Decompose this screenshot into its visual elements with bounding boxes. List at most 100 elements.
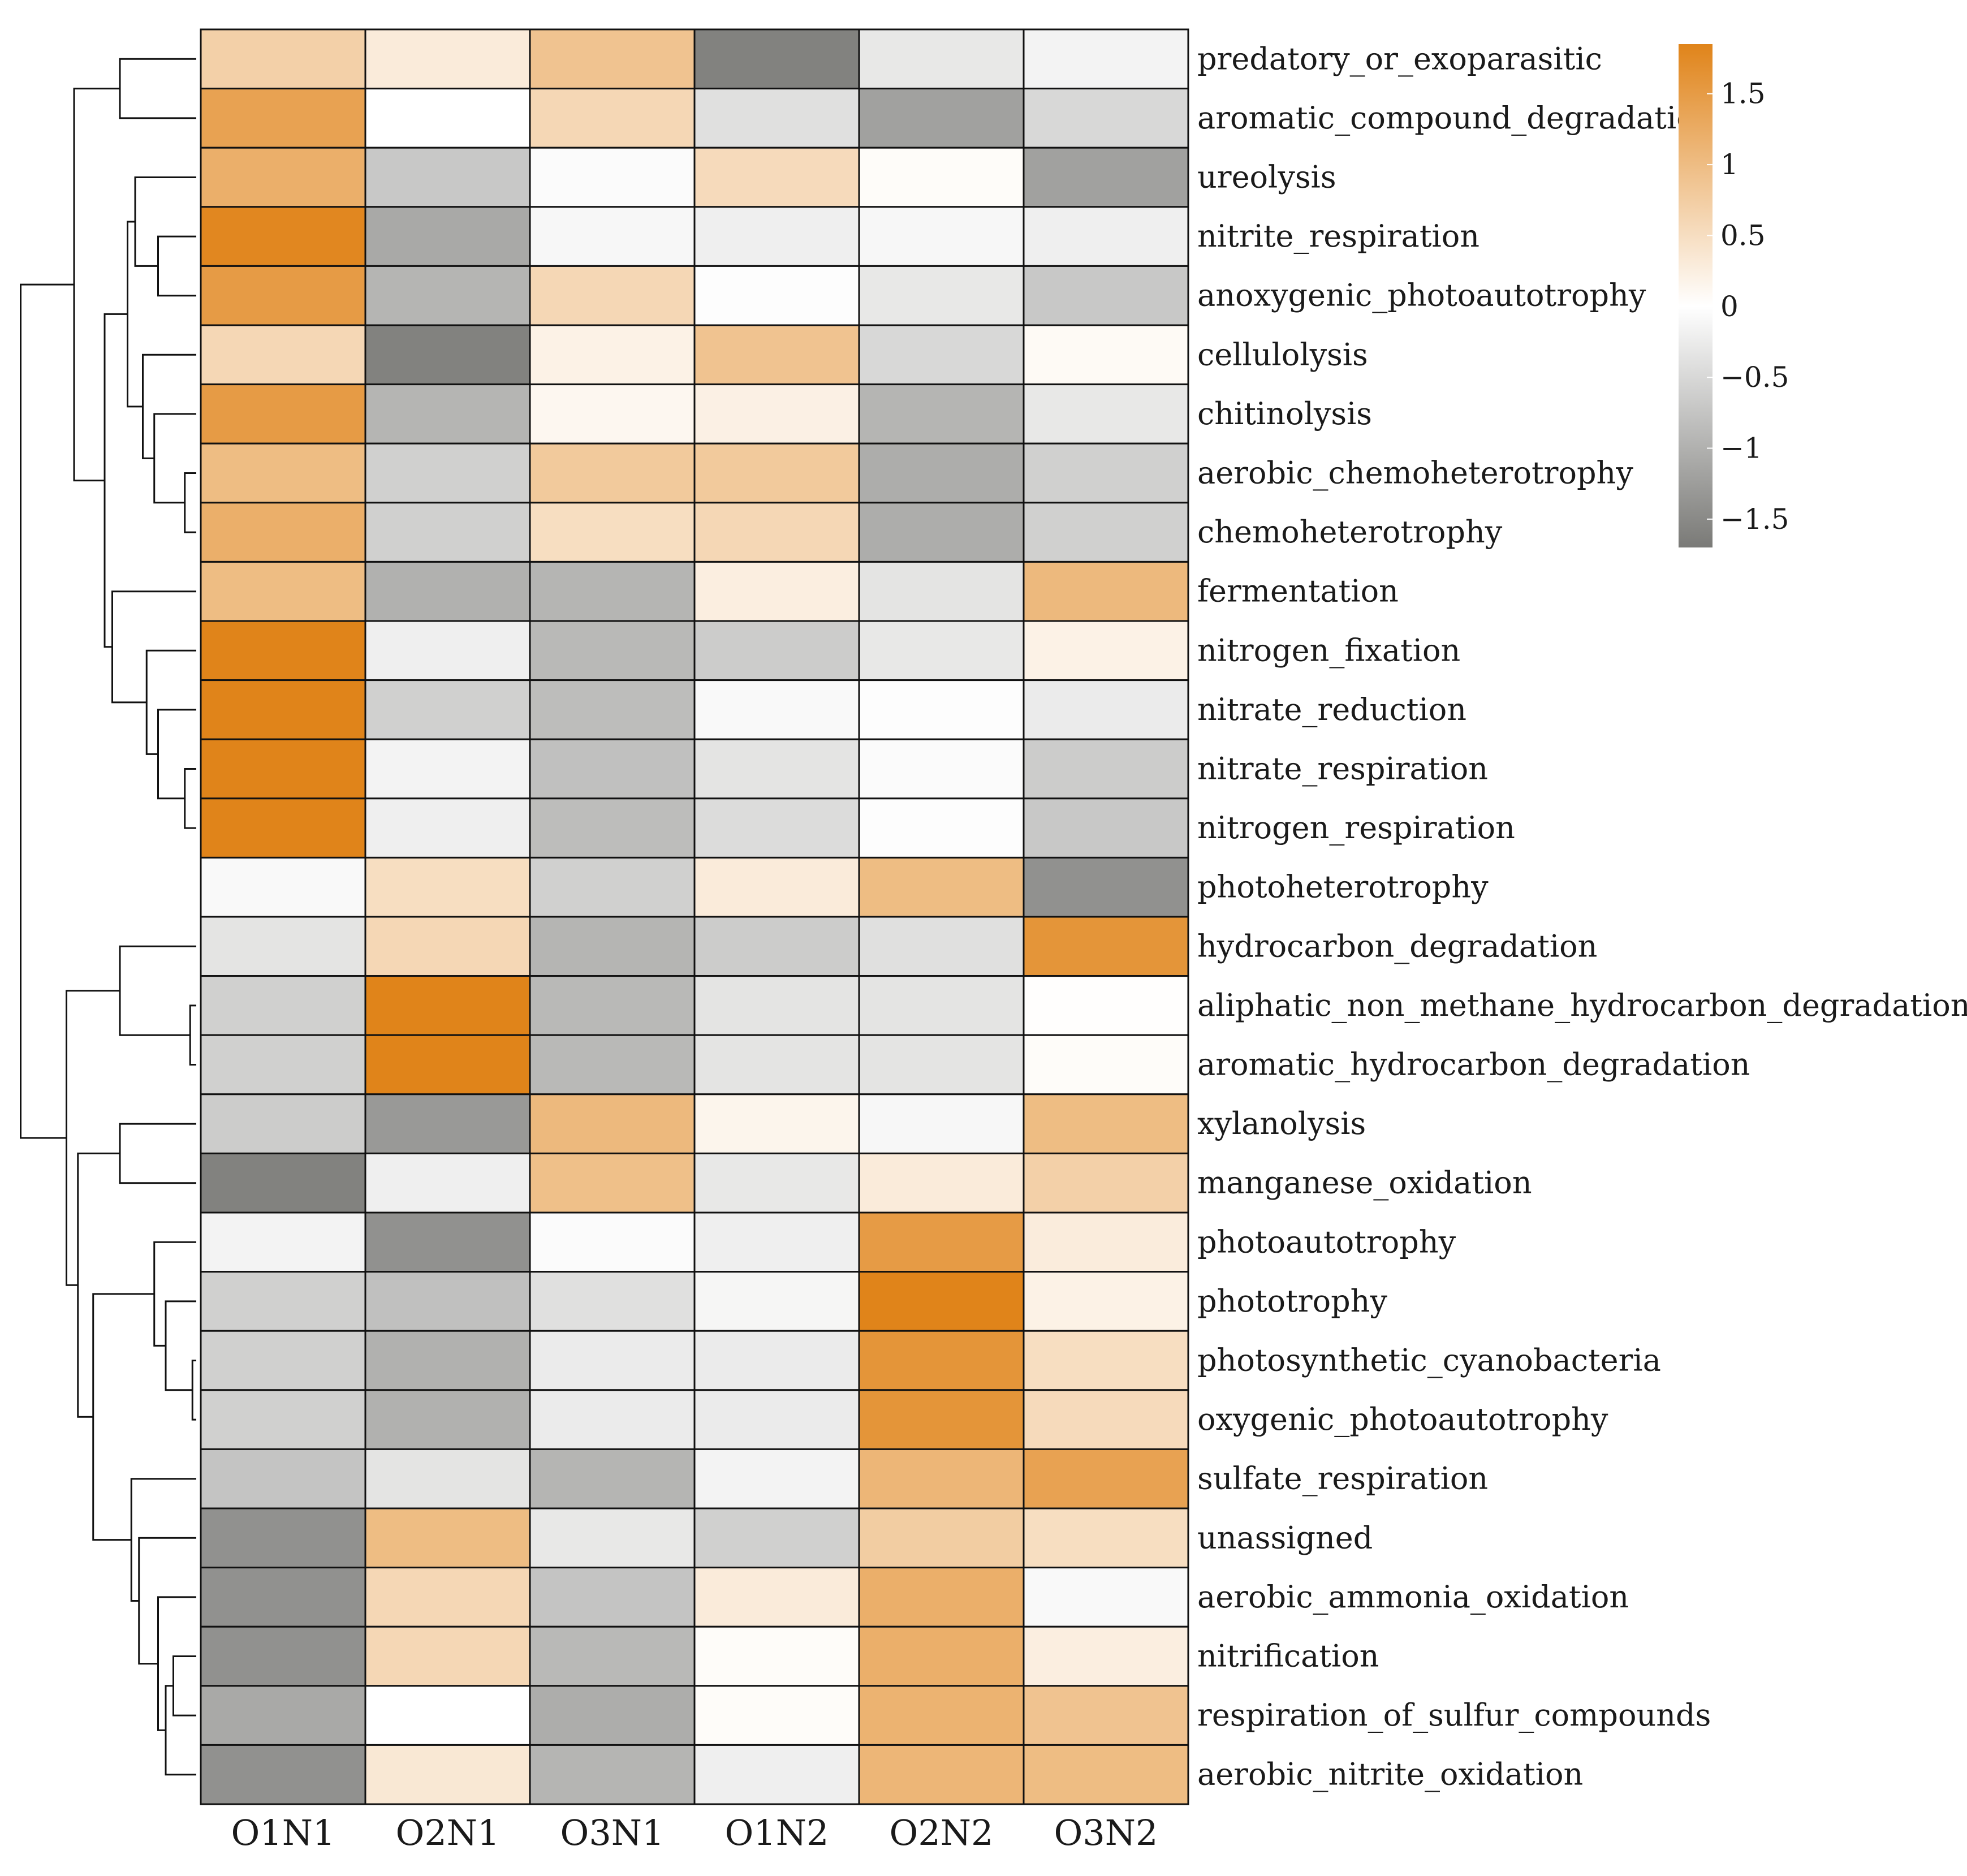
dendrogram-branch <box>111 590 196 704</box>
heatmap-cell <box>693 1152 860 1214</box>
heatmap-cell <box>529 679 696 740</box>
dendrogram-branch <box>92 1293 154 1541</box>
heatmap-cell <box>200 1152 366 1214</box>
heatmap-cell <box>858 560 1025 622</box>
dendrogram-branch <box>119 945 196 1036</box>
heatmap-cell <box>858 265 1025 326</box>
heatmap-cell <box>364 146 531 208</box>
colorbar-tick-label: 1 <box>1720 148 1739 181</box>
row-label: nitrogen_fixation <box>1197 632 1460 668</box>
heatmap-cell <box>529 28 696 90</box>
heatmap-cell <box>858 88 1025 149</box>
heatmap-cell <box>1023 975 1189 1036</box>
row-label: aerobic_ammonia_oxidation <box>1197 1579 1629 1615</box>
colorbar-tick-label: 1.5 <box>1720 77 1766 110</box>
heatmap-cell <box>364 88 531 149</box>
column-label: O3N2 <box>1054 1812 1158 1853</box>
heatmap-cell <box>529 1271 696 1332</box>
column-label: O1N2 <box>725 1812 829 1853</box>
heatmap-cell <box>1023 620 1189 682</box>
dendrogram-branch <box>157 1596 196 1731</box>
heatmap-cell <box>364 1448 531 1510</box>
heatmap-cell <box>364 1744 531 1805</box>
heatmap-cell <box>529 856 696 918</box>
dendrogram-branch <box>145 649 196 755</box>
row-label: nitrite_respiration <box>1197 218 1479 254</box>
heatmap-cell <box>1023 206 1189 267</box>
row-label: photoheterotrophy <box>1197 869 1489 905</box>
heatmap-cell <box>858 442 1025 504</box>
heatmap-cell <box>529 620 696 682</box>
row-label: phototrophy <box>1197 1283 1387 1319</box>
dendrogram-branch <box>153 413 196 504</box>
dendrogram-branch <box>189 1004 196 1066</box>
column-label: O2N2 <box>890 1812 994 1853</box>
row-label: photoautotrophy <box>1197 1224 1456 1260</box>
dendrogram-branch <box>191 1360 196 1421</box>
row-label: xylanolysis <box>1197 1106 1366 1141</box>
heatmap-cell <box>200 324 366 386</box>
heatmap-cell <box>858 502 1025 563</box>
heatmap-cell <box>529 1685 696 1746</box>
heatmap-cell <box>200 88 366 149</box>
dendrogram-branch <box>184 472 196 533</box>
heatmap-cell <box>693 1211 860 1273</box>
heatmap-cell <box>529 1448 696 1510</box>
heatmap-cell <box>858 146 1025 208</box>
heatmap-cell <box>693 679 860 740</box>
dendrogram-branch <box>157 709 196 800</box>
heatmap-cell <box>364 1152 531 1214</box>
dendrogram-branch <box>184 768 196 829</box>
heatmap-cell <box>364 620 531 682</box>
heatmap-cell <box>200 206 366 267</box>
heatmap-cell <box>693 916 860 977</box>
heatmap-cell <box>1023 1507 1189 1569</box>
heatmap-cell <box>1023 1567 1189 1628</box>
heatmap-cell <box>693 1271 860 1332</box>
heatmap-cell <box>858 1744 1025 1805</box>
colorbar-tick-label: −1.5 <box>1720 503 1789 536</box>
heatmap-cell <box>364 1330 531 1391</box>
heatmap-cell <box>364 1211 531 1273</box>
heatmap-cell <box>200 856 366 918</box>
dendrogram-branch <box>130 1478 196 1602</box>
heatmap-cell <box>200 1507 366 1569</box>
row-label: aerobic_nitrite_oxidation <box>1197 1757 1583 1792</box>
heatmap-cell <box>1023 502 1189 563</box>
heatmap-cell <box>364 1034 531 1096</box>
heatmap-cell <box>1023 916 1189 977</box>
heatmap-cell <box>200 679 366 740</box>
heatmap-cell <box>200 1389 366 1450</box>
heatmap-cell <box>693 1034 860 1096</box>
row-label: sulfate_respiration <box>1197 1461 1488 1497</box>
row-label: aromatic_compound_degradatic <box>1197 100 1693 136</box>
row-label: aromatic_hydrocarbon_degradation <box>1197 1047 1750 1083</box>
heatmap-cell <box>364 856 531 918</box>
heatmap-cell <box>693 975 860 1036</box>
heatmap-cell <box>529 1389 696 1450</box>
heatmap-cell <box>364 738 531 800</box>
heatmap-cell <box>858 1034 1025 1096</box>
heatmap-cell <box>1023 797 1189 859</box>
dendrogram-branch <box>153 1241 196 1347</box>
heatmap-cell <box>693 265 860 326</box>
heatmap-cell <box>693 1625 860 1687</box>
row-label: nitrification <box>1197 1638 1379 1674</box>
dendrogram-branch <box>157 235 196 297</box>
heatmap-cell <box>364 28 531 90</box>
heatmap-cell <box>1023 383 1189 445</box>
heatmap-cell <box>364 442 531 504</box>
heatmap-cell <box>693 383 860 445</box>
heatmap-cell <box>693 502 860 563</box>
column-label: O3N1 <box>560 1812 665 1853</box>
heatmap-cell <box>858 916 1025 977</box>
heatmap-cell <box>200 620 366 682</box>
row-label: unassigned <box>1197 1520 1373 1555</box>
dendrogram-branch <box>138 1537 196 1665</box>
heatmap-cell <box>693 856 860 918</box>
dendrogram-branch <box>165 1685 196 1776</box>
heatmap-cell <box>693 560 860 622</box>
heatmap-cell <box>200 1093 366 1154</box>
heatmap-cell <box>1023 265 1189 326</box>
colorbar-gradient <box>1679 44 1713 547</box>
